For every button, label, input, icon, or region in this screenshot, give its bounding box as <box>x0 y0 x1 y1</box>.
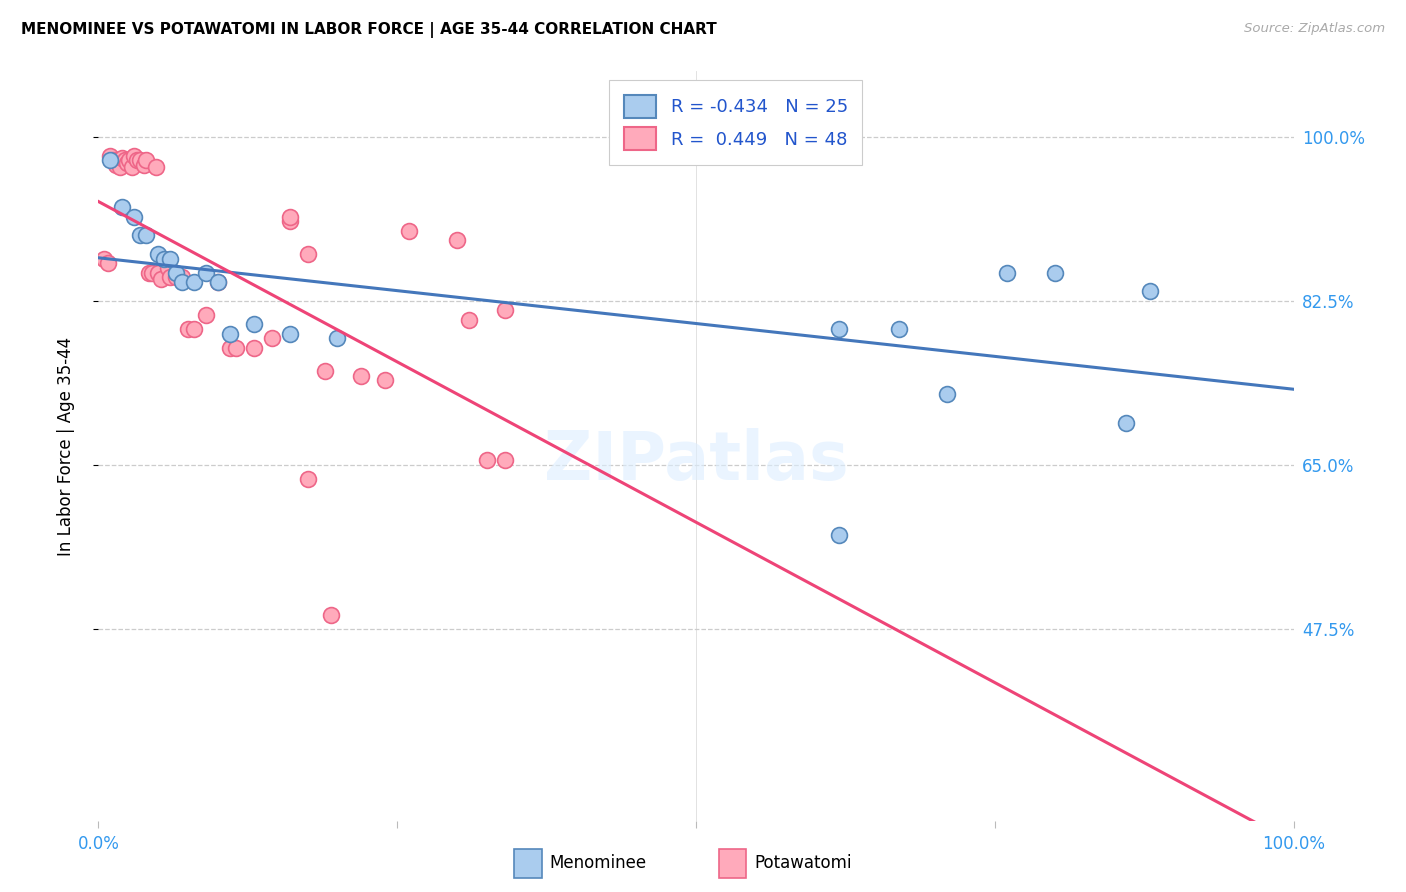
Point <box>195 266 218 280</box>
Point <box>243 318 266 332</box>
Point <box>165 270 187 285</box>
Point <box>315 364 337 378</box>
Point <box>101 153 124 168</box>
Point <box>225 341 247 355</box>
Point <box>207 275 229 289</box>
Legend: R = -0.434   N = 25, R =  0.449   N = 48: R = -0.434 N = 25, R = 0.449 N = 48 <box>609 80 862 165</box>
Point <box>145 160 167 174</box>
Point <box>118 153 141 168</box>
Point <box>149 272 172 286</box>
Point <box>243 341 266 355</box>
Bar <box>718 849 747 879</box>
Point <box>148 266 170 280</box>
Point <box>172 270 194 285</box>
Point <box>165 266 187 280</box>
Point <box>111 151 134 165</box>
Point <box>446 233 468 247</box>
Text: ZIPatlas: ZIPatlas <box>544 428 848 494</box>
Point <box>124 149 146 163</box>
Point <box>475 453 498 467</box>
Point <box>326 331 349 345</box>
Point <box>297 247 319 261</box>
Point <box>111 200 134 214</box>
Point <box>138 266 160 280</box>
Point <box>124 210 146 224</box>
Point <box>153 252 176 266</box>
Point <box>297 472 319 486</box>
Point <box>889 322 911 336</box>
Text: MENOMINEE VS POTAWATOMI IN LABOR FORCE | AGE 35-44 CORRELATION CHART: MENOMINEE VS POTAWATOMI IN LABOR FORCE |… <box>21 22 717 38</box>
Point <box>93 252 115 266</box>
Point <box>195 308 218 322</box>
Point <box>321 607 343 622</box>
Point <box>183 275 205 289</box>
Text: Menominee: Menominee <box>550 855 647 872</box>
Point <box>129 153 152 168</box>
Point <box>153 252 176 266</box>
Point <box>278 214 301 228</box>
Point <box>494 303 516 318</box>
Point <box>132 158 155 172</box>
Point <box>207 275 229 289</box>
Point <box>135 153 157 168</box>
Point <box>115 156 138 170</box>
Point <box>98 149 122 163</box>
Text: Source: ZipAtlas.com: Source: ZipAtlas.com <box>1244 22 1385 36</box>
Point <box>177 322 200 336</box>
Point <box>97 256 120 270</box>
Point <box>278 326 301 341</box>
Point <box>828 322 851 336</box>
Point <box>350 368 373 383</box>
Point <box>219 326 242 341</box>
Point <box>374 374 396 388</box>
Point <box>260 331 283 345</box>
Point <box>494 453 516 467</box>
Point <box>114 153 136 168</box>
Point <box>129 228 152 243</box>
Point <box>828 528 851 542</box>
Point <box>1139 285 1161 299</box>
Point <box>159 270 181 285</box>
Point <box>98 153 122 168</box>
Point <box>148 247 170 261</box>
Point <box>172 275 194 289</box>
Point <box>1115 416 1137 430</box>
Point <box>125 153 148 168</box>
Text: Potawatomi: Potawatomi <box>754 855 852 872</box>
Point <box>1043 266 1066 280</box>
Point <box>135 228 157 243</box>
Point <box>159 252 181 266</box>
Point <box>278 210 301 224</box>
Bar <box>515 849 541 879</box>
Point <box>105 158 128 172</box>
Point <box>183 322 205 336</box>
Point <box>156 261 179 276</box>
Point <box>141 266 163 280</box>
Point <box>995 266 1018 280</box>
Point <box>398 224 420 238</box>
Point <box>121 160 143 174</box>
Point <box>108 160 131 174</box>
Y-axis label: In Labor Force | Age 35-44: In Labor Force | Age 35-44 <box>56 336 75 556</box>
Point <box>936 387 959 401</box>
Point <box>219 341 242 355</box>
Point <box>458 312 481 326</box>
